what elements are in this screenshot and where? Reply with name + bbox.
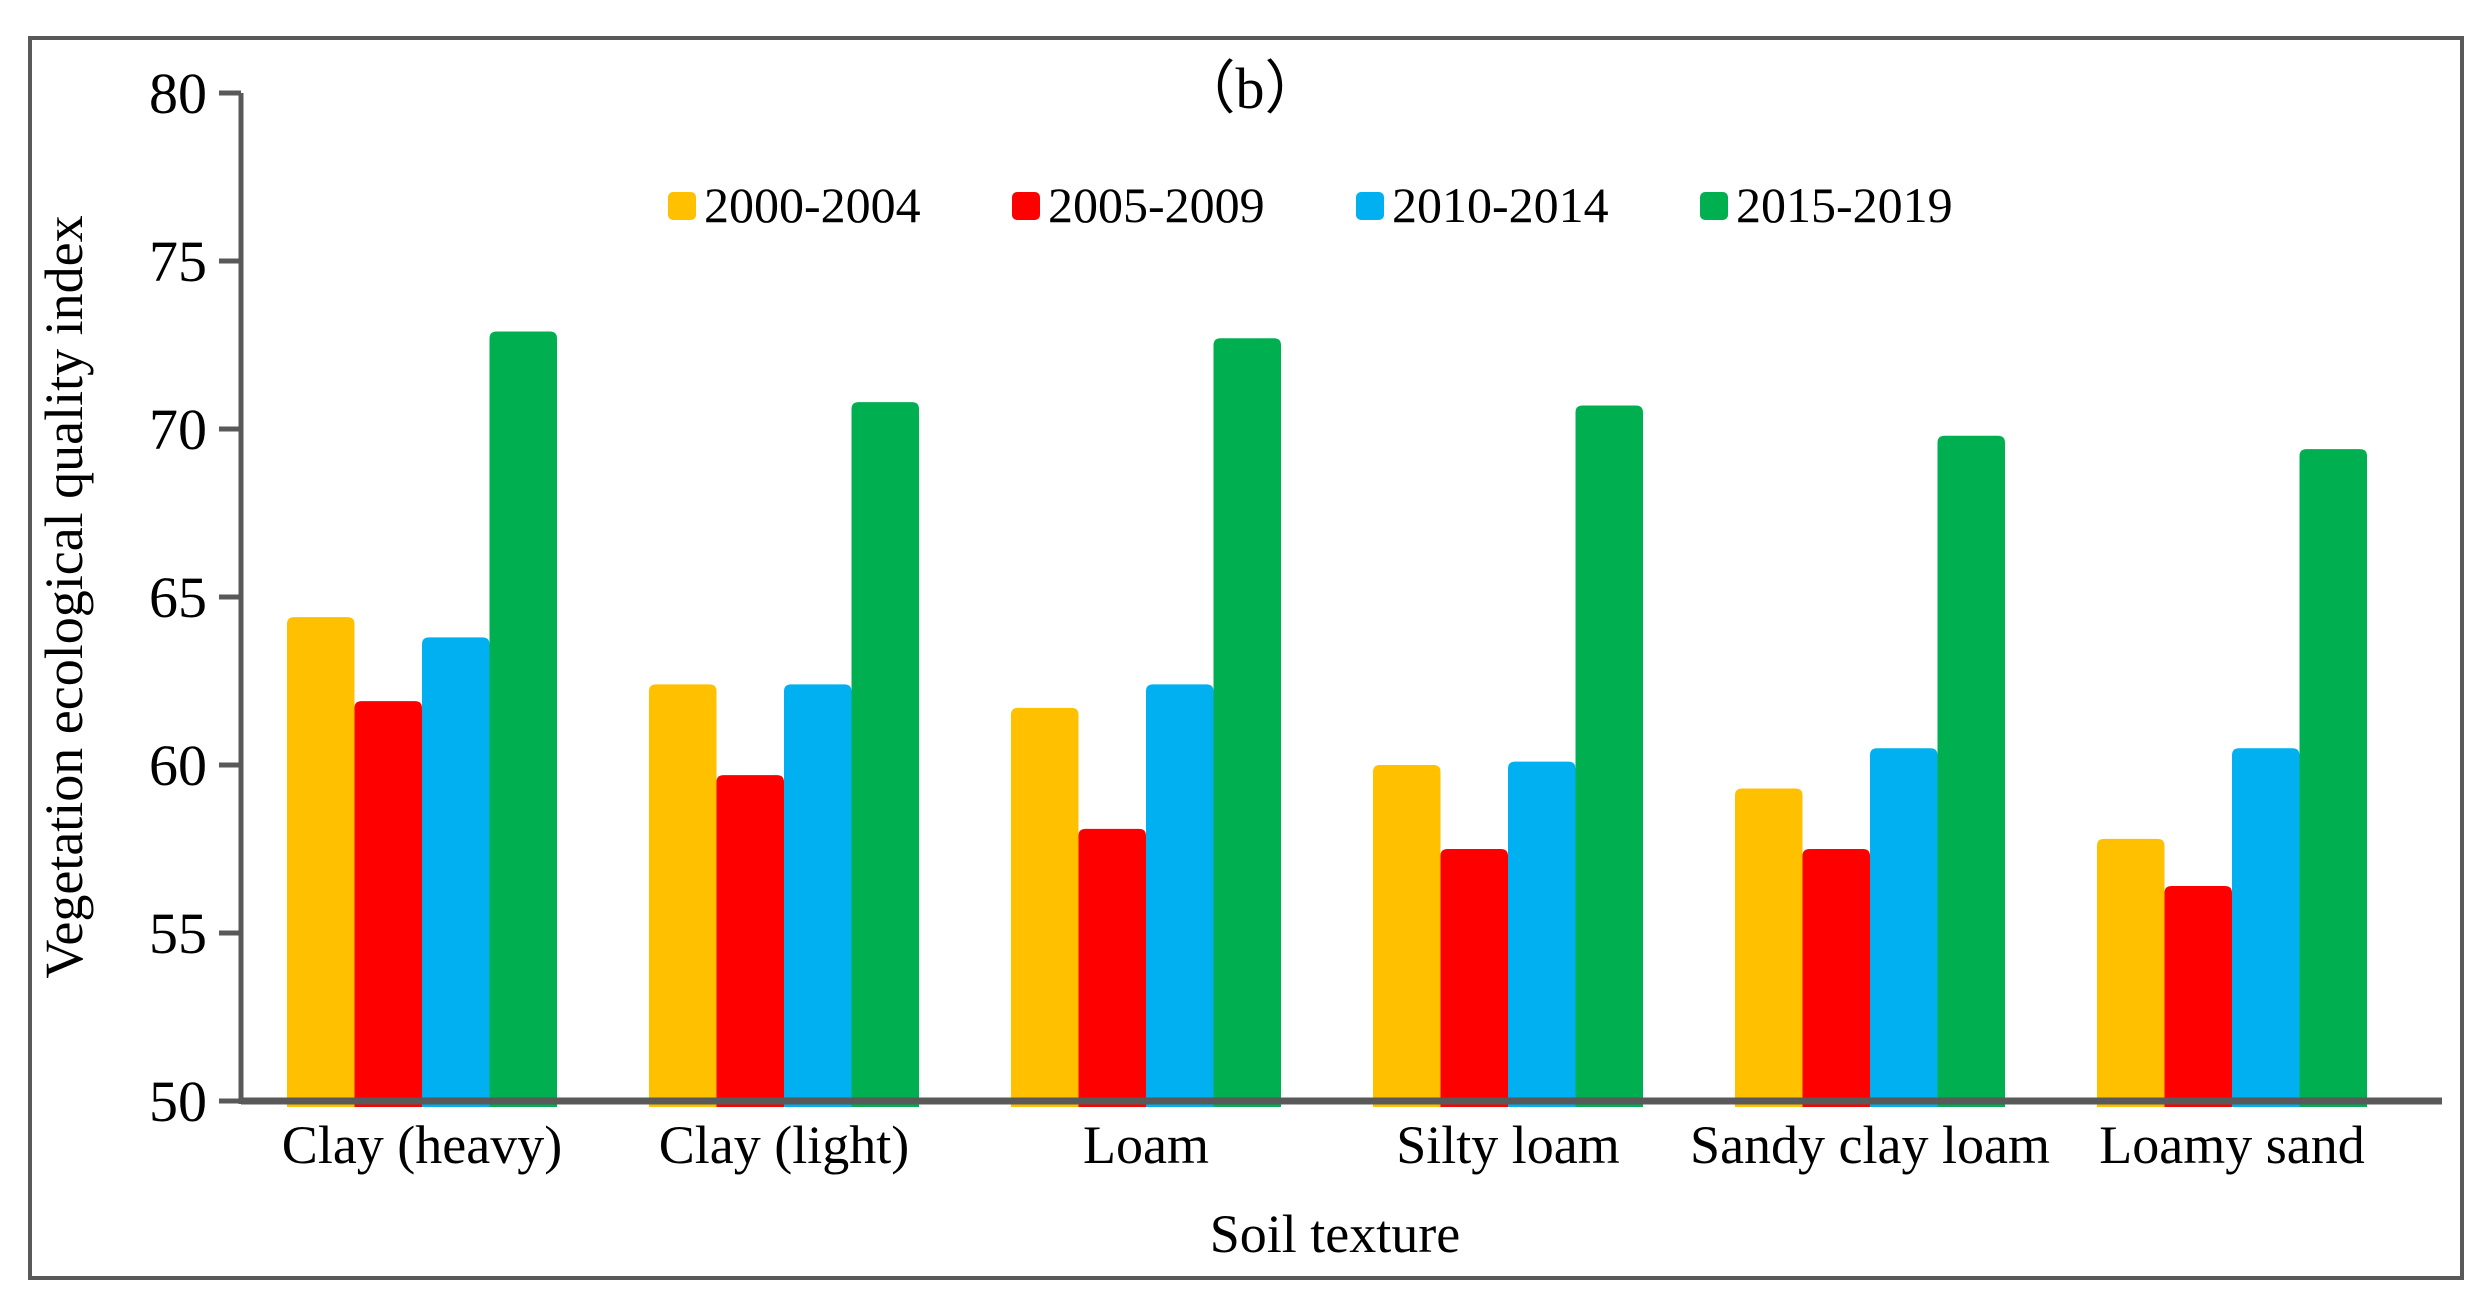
x-category-label: Clay (light) bbox=[659, 1115, 909, 1175]
bar-2000-2004-Sandy clay loam bbox=[1735, 788, 1803, 1107]
legend-label: 2005-2009 bbox=[1048, 177, 1265, 233]
y-axis-title: Vegetation ecological quality index bbox=[34, 215, 94, 978]
legend-label: 2015-2019 bbox=[1736, 177, 1953, 233]
y-tick-label: 75 bbox=[149, 229, 207, 294]
bar-2005-2009-Sandy clay loam bbox=[1802, 849, 1870, 1107]
y-tick-label: 50 bbox=[149, 1069, 207, 1134]
category-labels: Clay (heavy) Clay (light) Loam Silty loam Sa… bbox=[282, 1115, 2365, 1175]
x-category-label: Loamy sand bbox=[2099, 1115, 2364, 1175]
y-tick-label: 70 bbox=[149, 397, 207, 462]
bar-2005-2009-Clay (heavy) bbox=[354, 701, 422, 1107]
bar-2015-2019-Loamy sand bbox=[2299, 449, 2367, 1107]
legend-item: 2005-2009 bbox=[1012, 177, 1265, 233]
bar-2015-2019-Clay (heavy) bbox=[489, 331, 557, 1107]
bar-2010-2014-Clay (light) bbox=[784, 684, 852, 1107]
bar-2010-2014-Clay (heavy) bbox=[422, 637, 490, 1107]
x-category-label: Clay (heavy) bbox=[282, 1115, 562, 1175]
bars-group bbox=[287, 331, 2367, 1108]
bar-2005-2009-Loam bbox=[1078, 828, 1146, 1107]
x-category-label: Silty loam bbox=[1396, 1115, 1620, 1175]
legend-label: 2000-2004 bbox=[704, 177, 921, 233]
y-tick-label: 55 bbox=[149, 901, 207, 966]
legend: 2000-2004 2005-2009 2010-2014 2015-2019 bbox=[668, 177, 1953, 233]
legend-swatch-2010-2014 bbox=[1356, 192, 1384, 220]
bar-2005-2009-Silty loam bbox=[1440, 849, 1508, 1107]
legend-item: 2010-2014 bbox=[1356, 177, 1609, 233]
figure-border bbox=[28, 36, 2464, 1280]
legend-swatch-2000-2004 bbox=[668, 192, 696, 220]
bar-2015-2019-Silty loam bbox=[1575, 405, 1643, 1108]
bar-2010-2014-Silty loam bbox=[1508, 761, 1576, 1107]
bar-2000-2004-Silty loam bbox=[1373, 765, 1441, 1107]
bar-2000-2004-Loamy sand bbox=[2097, 838, 2165, 1107]
y-tick-label: 65 bbox=[149, 565, 207, 630]
x-category-label: Loam bbox=[1083, 1115, 1209, 1175]
chart-title: （b） bbox=[1177, 56, 1322, 121]
legend-swatch-2015-2019 bbox=[1700, 192, 1728, 220]
legend-item: 2015-2019 bbox=[1700, 177, 1953, 233]
y-tick-label: 80 bbox=[149, 61, 207, 126]
legend-swatch-2005-2009 bbox=[1012, 192, 1040, 220]
y-axis: 50 55 60 65 70 75 80 bbox=[149, 61, 244, 1134]
bar-2015-2019-Loam bbox=[1213, 338, 1281, 1107]
bar-2000-2004-Loam bbox=[1011, 707, 1079, 1107]
x-axis-title: Soil texture bbox=[1210, 1204, 1460, 1264]
bar-2010-2014-Sandy clay loam bbox=[1870, 748, 1938, 1107]
bar-2005-2009-Clay (light) bbox=[716, 775, 784, 1107]
bar-2005-2009-Loamy sand bbox=[2164, 885, 2232, 1107]
x-category-label: Sandy clay loam bbox=[1690, 1115, 2050, 1175]
legend-item: 2000-2004 bbox=[668, 177, 921, 233]
bar-2010-2014-Loamy sand bbox=[2232, 748, 2300, 1107]
bar-2015-2019-Sandy clay loam bbox=[1937, 435, 2005, 1108]
bar-2010-2014-Loam bbox=[1146, 684, 1214, 1107]
bar-2000-2004-Clay (heavy) bbox=[287, 617, 355, 1107]
legend-label: 2010-2014 bbox=[1392, 177, 1609, 233]
bar-2000-2004-Clay (light) bbox=[649, 684, 717, 1107]
y-tick-label: 60 bbox=[149, 733, 207, 798]
bar-2015-2019-Clay (light) bbox=[851, 402, 919, 1107]
